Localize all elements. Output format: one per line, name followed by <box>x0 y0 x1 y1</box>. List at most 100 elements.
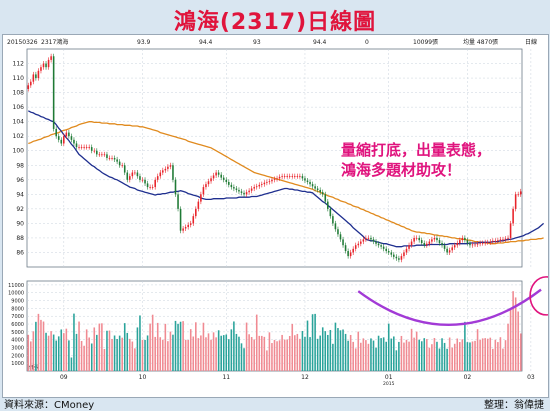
volume-tick-label: 10000 <box>8 291 24 297</box>
volume-bar <box>146 335 149 371</box>
volume-tick-label: 1000 <box>11 361 24 367</box>
volume-bar <box>273 339 276 371</box>
candle-body <box>367 237 370 239</box>
candle-body <box>426 243 428 246</box>
candle-body <box>65 132 68 137</box>
volume-bar <box>418 339 420 371</box>
candle-body <box>286 176 288 177</box>
volume-bar <box>464 321 466 371</box>
candle-body <box>453 245 456 248</box>
price-tick-label: 88 <box>16 235 24 242</box>
volume-bar <box>238 336 240 371</box>
volume-bar <box>207 333 210 371</box>
candle-body <box>182 228 184 231</box>
volume-bar <box>382 337 385 371</box>
candle-body <box>111 158 113 159</box>
volume-bar <box>415 331 418 371</box>
price-tick-label: 96 <box>16 177 24 184</box>
candle-body <box>276 178 278 180</box>
volume-bar <box>380 338 382 371</box>
volume-bar <box>486 338 489 371</box>
candle-body <box>456 243 459 246</box>
candle-body <box>205 184 207 188</box>
volume-bar <box>517 311 519 371</box>
volume-bar <box>327 334 329 371</box>
candle-body <box>451 247 453 251</box>
candle-body <box>101 154 103 156</box>
volume-bar <box>507 323 509 371</box>
candle-body <box>329 208 332 217</box>
volume-bar <box>233 321 235 371</box>
volume-bar <box>354 348 357 371</box>
candle-body <box>108 158 111 159</box>
candle-body <box>474 244 476 246</box>
candle-body <box>479 243 481 244</box>
candle-body <box>306 180 309 182</box>
candle-body <box>438 240 441 244</box>
volume-bar <box>116 338 118 371</box>
volume-bar <box>55 340 57 371</box>
candle-body <box>494 240 497 242</box>
volume-bar <box>446 348 448 371</box>
x-tick-label: 11 <box>222 374 230 381</box>
candle-body <box>217 172 220 175</box>
volume-bar <box>151 314 154 371</box>
candle-body <box>352 248 354 253</box>
volume-bar <box>471 341 474 371</box>
candle-body <box>162 170 164 173</box>
candle-body <box>339 234 342 240</box>
candle-body <box>492 240 494 242</box>
volume-bar <box>509 308 512 371</box>
candle-body <box>210 178 212 182</box>
candle-body <box>27 85 30 89</box>
volume-bar <box>32 331 35 371</box>
volume-bar <box>489 337 492 371</box>
candle-body <box>45 63 47 68</box>
candle-body <box>461 237 464 241</box>
candle-body <box>365 237 367 240</box>
price-tick-label: 98 <box>16 162 24 169</box>
volume-bar <box>96 334 98 371</box>
candle-body <box>42 63 45 68</box>
candle-body <box>139 176 141 180</box>
x-tick-label: 03 <box>527 374 535 381</box>
volume-bar <box>362 338 365 371</box>
candle-body <box>154 179 156 188</box>
candle-body <box>131 172 134 177</box>
candle-body <box>408 245 410 249</box>
candle-body <box>222 177 225 180</box>
x-tick-sublabel: 2015 <box>383 381 395 387</box>
x-tick-label: 10 <box>139 374 147 381</box>
candle-body <box>324 194 327 202</box>
volume-bar <box>136 327 139 371</box>
candle-body <box>141 179 144 181</box>
volume-bar <box>347 340 349 371</box>
candle-body <box>169 165 172 167</box>
volume-bar <box>169 331 172 371</box>
volume-bar <box>278 340 281 371</box>
volume-bar <box>370 338 372 371</box>
volume-bar <box>306 320 309 371</box>
candle-body <box>83 147 85 148</box>
candle-body <box>73 139 75 144</box>
candle-body <box>400 256 403 260</box>
candle-body <box>436 237 438 241</box>
volume-bar <box>311 314 314 371</box>
candle-body <box>202 187 205 195</box>
volume-bar <box>436 341 438 371</box>
volume-tick-label: 2000 <box>11 353 24 359</box>
volume-bar <box>156 322 159 371</box>
candle-body <box>200 194 202 202</box>
volume-bar <box>228 339 230 371</box>
volume-bar <box>426 339 428 371</box>
candle-body <box>512 208 514 224</box>
candle-body <box>192 216 195 224</box>
volume-bar <box>205 337 207 371</box>
price-tick-label: 90 <box>16 220 24 227</box>
volume-bar <box>344 333 347 371</box>
candle-body <box>393 254 395 257</box>
volume-bar <box>474 340 476 371</box>
candle-body <box>433 237 436 240</box>
volume-bar <box>329 329 332 371</box>
candle-body <box>238 189 240 192</box>
